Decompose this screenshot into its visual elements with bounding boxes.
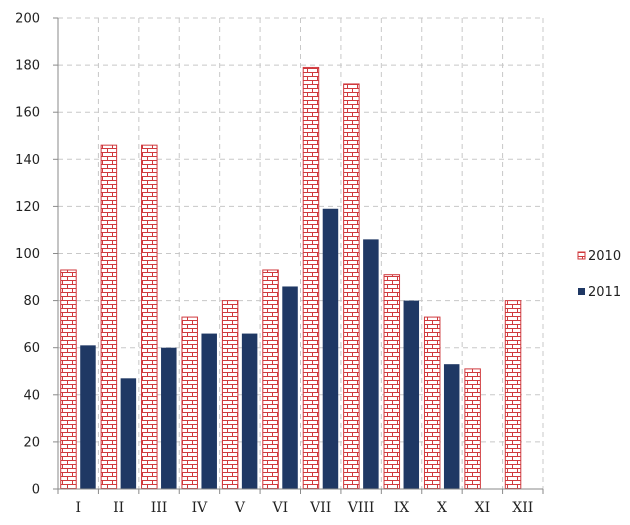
axes [53,17,544,494]
bar-2011-VII [322,208,339,489]
y-tick-label: 0 [32,483,40,498]
x-tick-label: VII [309,500,331,516]
bar-2011-IV [201,333,217,489]
x-tick-label: I [75,500,81,516]
legend-label-2010: 2010 [588,249,621,264]
bar-2011-X [443,364,460,489]
y-tick-label: 60 [23,341,40,356]
y-tick-label: 140 [15,153,40,168]
bar-2011-I [80,345,96,489]
x-tick-label: VIII [347,500,375,516]
legend-swatch-2010 [577,251,586,260]
y-tick-label: 80 [23,294,40,309]
bar-2010-VI [262,269,279,490]
bar-2010-VII [302,66,320,490]
x-tick-label: IV [192,500,209,516]
bar-2010-IV [181,316,198,490]
bar-2010-X [423,316,441,490]
bar-2010-XI [464,368,481,490]
grid [58,17,544,489]
bar-2010-III [141,144,158,490]
bar-2011-II [120,378,137,489]
bar-2010-V [221,300,239,490]
y-tick-label: 100 [15,247,40,262]
x-tick-label: XII [512,500,533,516]
y-tick-label: 40 [23,388,40,403]
y-tick-label: 200 [15,12,40,27]
y-axis-ticks: 0 20 40 60 80 100 120 140 160 180 200 [15,12,40,498]
bar-2011-V [241,333,258,489]
y-tick-label: 120 [15,200,40,215]
y-tick-label: 180 [15,59,40,74]
bar-2011-IX [403,300,420,489]
bar-2010-II [100,144,118,490]
bar-2011-VI [282,286,298,489]
bars [60,66,522,490]
bar-2011-III [161,347,177,489]
bar-2010-I [60,269,77,490]
x-tick-label: XI [475,500,491,516]
x-tick-label: II [113,500,124,516]
legend-label-2011: 2011 [588,285,621,300]
x-tick-label: VI [271,500,288,516]
x-tick-label: IX [394,500,410,516]
x-tick-label: III [151,500,168,516]
legend-swatch-2011 [578,288,585,295]
bar-2010-IX [383,274,401,490]
bar-2010-VIII [343,83,360,490]
y-tick-label: 160 [15,106,40,121]
legend: 2010 2011 [577,249,621,300]
x-tick-label: X [437,500,447,516]
x-tick-label: V [234,500,246,516]
y-tick-label: 20 [23,435,40,450]
bar-2011-VIII [363,239,379,489]
x-axis-ticks: I II III IV V VI VII VIII IX X XI XII [75,500,533,516]
bar-2010-XII [504,300,522,490]
